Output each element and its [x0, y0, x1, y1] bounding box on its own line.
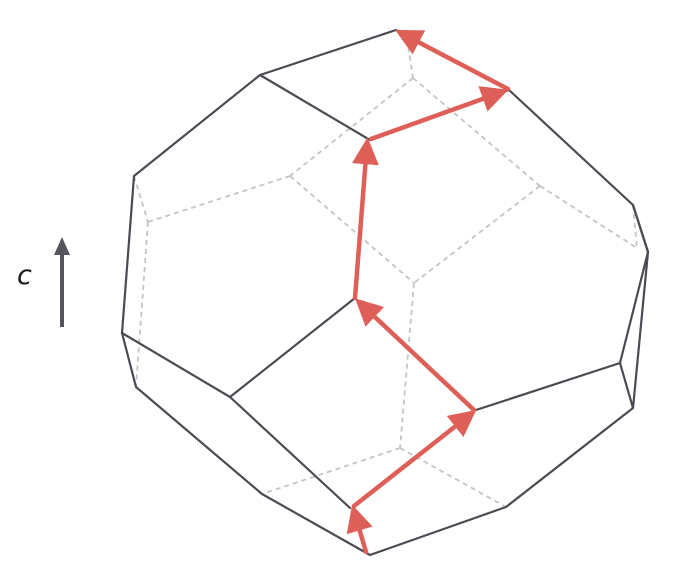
front-edge [122, 333, 230, 397]
hidden-edge [290, 78, 413, 176]
front-edge [620, 363, 633, 408]
highlighted-path [354, 33, 508, 552]
front-edge [476, 363, 620, 410]
hidden-edge [134, 176, 148, 222]
hidden-edge [413, 78, 540, 186]
hidden-edge [290, 176, 414, 283]
hidden-edge [148, 176, 290, 222]
hidden-edge [414, 186, 540, 283]
up-arrow-icon [54, 237, 70, 327]
visible-edges [122, 30, 648, 555]
polyhedron-outline [122, 30, 648, 555]
front-edge [260, 75, 370, 140]
path-arrow [354, 414, 471, 506]
hidden-edge [136, 222, 148, 387]
hidden-edge [400, 283, 414, 448]
front-edge [230, 298, 355, 397]
hidden-edges [134, 38, 637, 507]
front-edge [620, 252, 648, 363]
path-arrow [360, 303, 474, 410]
front-edge [633, 205, 648, 252]
front-edge [230, 397, 350, 508]
hidden-edge [407, 38, 413, 78]
path-arrow [355, 144, 367, 298]
